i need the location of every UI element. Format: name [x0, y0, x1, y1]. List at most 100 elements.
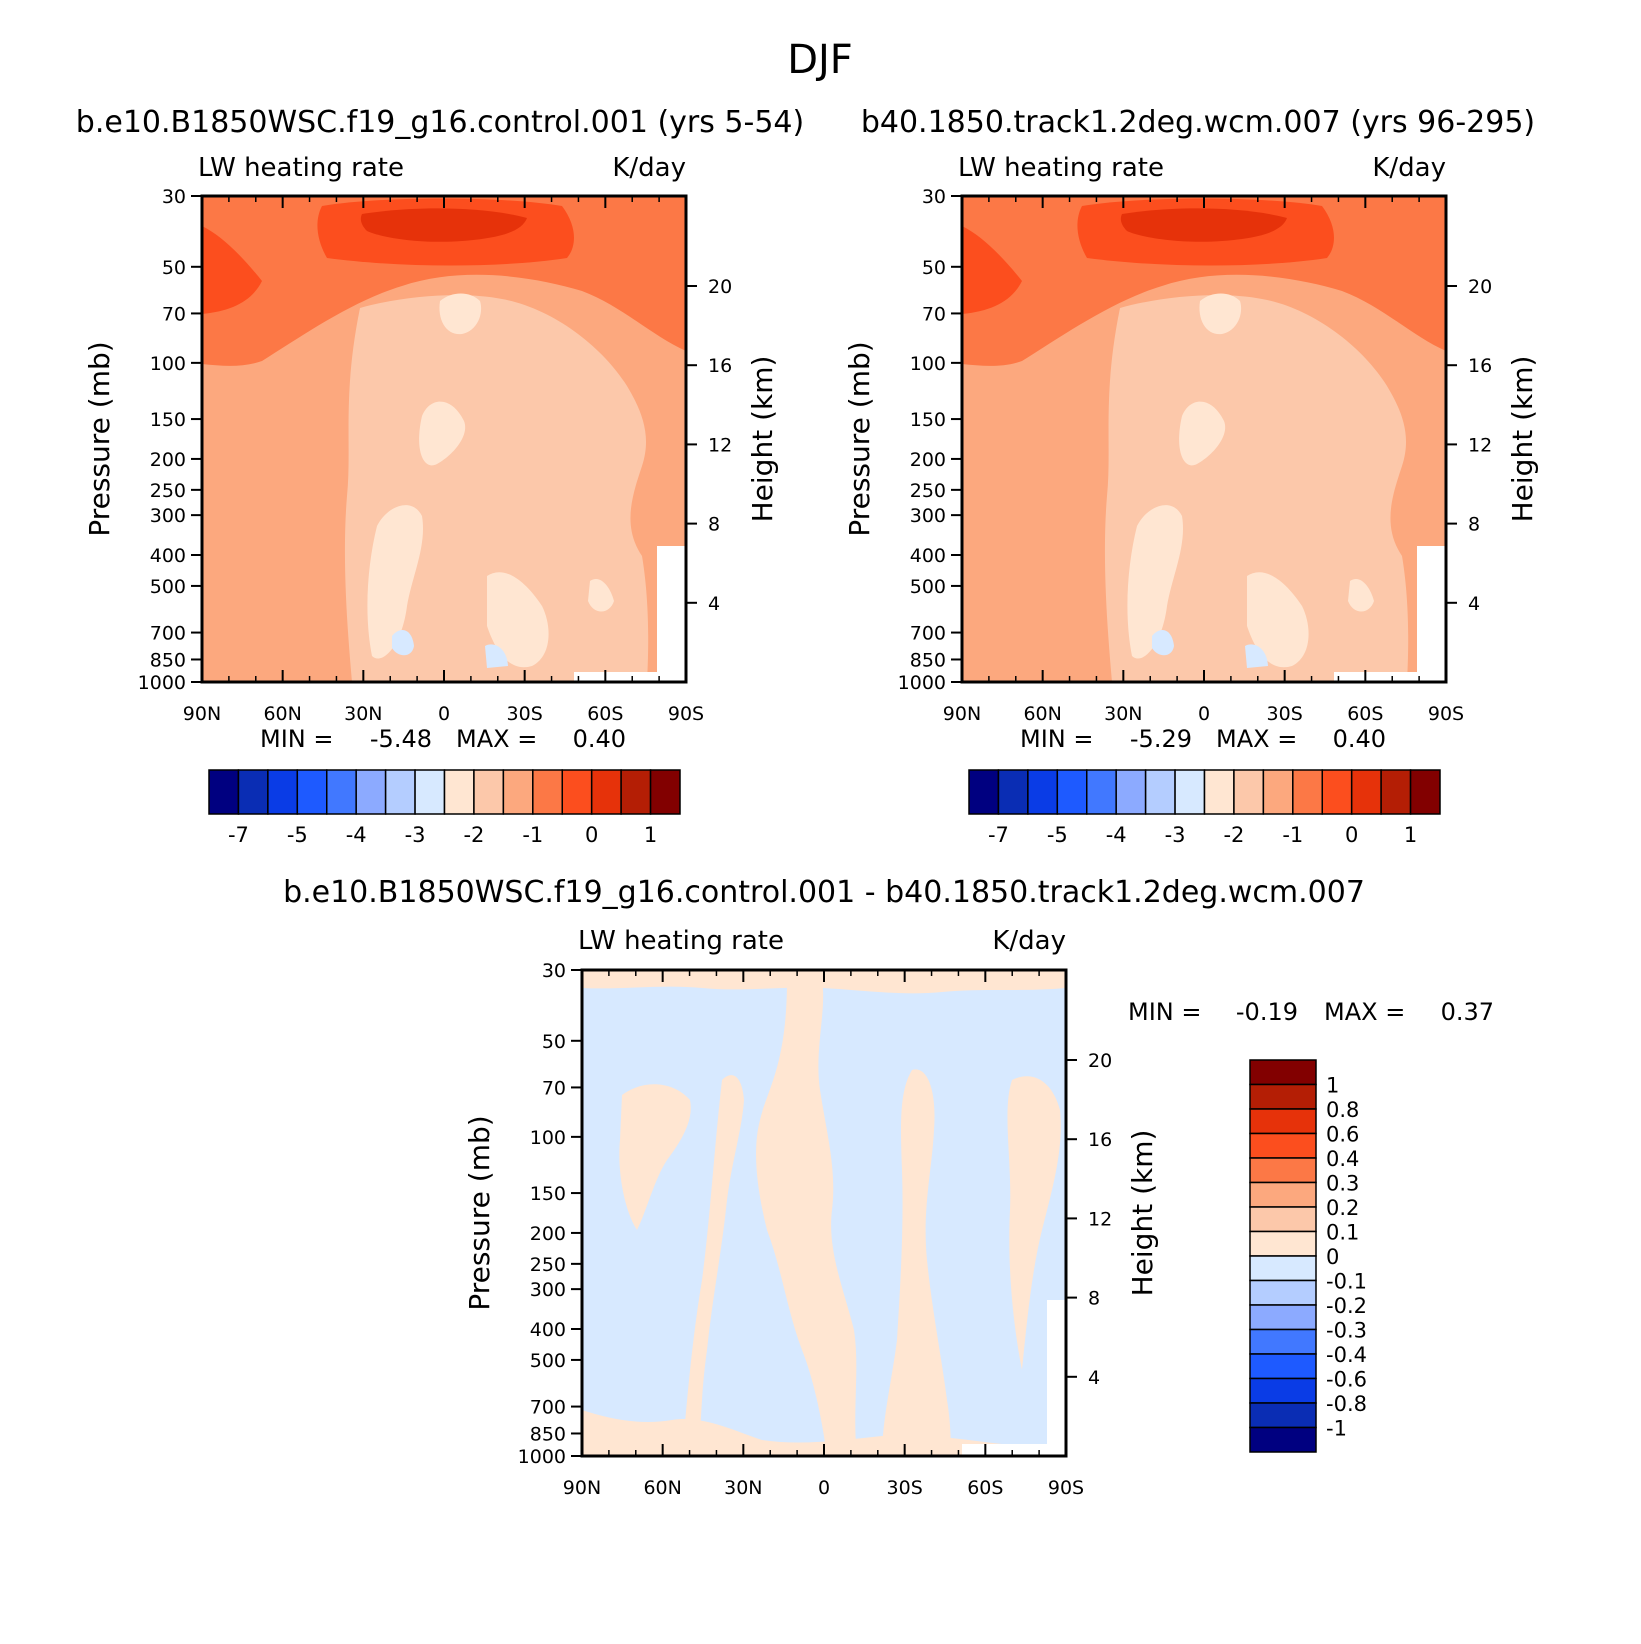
panel2-ytick-label-8: 400: [910, 545, 946, 567]
panel2-xtick-label-1: 60N: [1023, 703, 1061, 725]
panel2-min-label: MIN =: [1020, 725, 1093, 753]
panel1-axes: 90N 60N 30N 0 30S 60S 90S 30 50 70 100 150 200 250 300…: [138, 186, 733, 725]
panel1-units-label: K/day: [612, 153, 686, 183]
panel1-colorbar-label-6: 0: [585, 823, 598, 847]
panel1-ytick-label-11: 850: [150, 649, 186, 671]
panel-control: b.e10.B1850WSC.f19_g16.control.001 (yrs …: [76, 105, 804, 847]
panel3-xtick-label-6: 90S: [1048, 1477, 1084, 1499]
panel1-colorbar-label-0: -7: [228, 823, 249, 847]
panel2-plot-area: [962, 196, 1446, 682]
panel3-colorbar-box-14: [1249, 1402, 1317, 1429]
panel2-xtick-label-4: 30S: [1267, 703, 1303, 725]
panel2-xtick-label-2: 30N: [1104, 703, 1142, 725]
panel3-fill-west-blob: [619, 1084, 691, 1230]
panel1-colorbar-box-10: [502, 769, 534, 815]
panel2-colorbar-box-6: [1144, 769, 1176, 815]
panel2-colorbar-box-13: [1350, 769, 1382, 815]
panel1-xtick-label-1: 60N: [263, 703, 301, 725]
panel3-colorbar-box-11: [1249, 1328, 1317, 1355]
panel3-colorbar-label-5: 0.2: [1326, 1196, 1359, 1220]
panel1-y2tick-label-4: 4: [708, 593, 720, 615]
panel2-colorbar-box-0: [968, 769, 1000, 815]
panel3-colorbar-box-9: [1249, 1279, 1317, 1306]
panel2-fill-missing-data: [1334, 546, 1446, 682]
panel3-colorbar-box-7: [1249, 1230, 1317, 1257]
panel3-colorbar-label-2: 0.6: [1326, 1123, 1359, 1147]
panel3-plot-area: [582, 970, 1066, 1456]
panel2-fill-light-far: [1348, 578, 1374, 612]
panel1-fill-blue-patch-1: [392, 630, 414, 656]
panel2-colorbar-box-2: [1027, 769, 1059, 815]
panel2-max-value: 0.40: [1333, 725, 1386, 753]
panel2-colorbar-box-5: [1115, 769, 1147, 815]
panel2-ytick-label-6: 250: [910, 480, 946, 502]
panel3-max-value: 0.37: [1441, 998, 1494, 1026]
panel1-fill-light-upper: [439, 293, 482, 335]
panel2-fill-light-lower: [1127, 505, 1184, 659]
panel3-xtick-label-0: 90N: [563, 1477, 601, 1499]
panel2-min-value: -5.29: [1130, 725, 1192, 753]
panel3-ytick-label-8: 400: [530, 1319, 566, 1341]
panel3-axes: 90N 60N 30N 0 30S 60S 90S 30 50 70 100 150 200 250 300…: [518, 960, 1113, 1499]
panel2-colorbar-box-7: [1174, 769, 1206, 815]
panel3-colorbar-label-9: -0.2: [1326, 1294, 1367, 1318]
panel3-colorbar-label-8: -0.1: [1326, 1270, 1367, 1294]
panel2-colorbar-label-6: 0: [1345, 823, 1358, 847]
panel1-ytick-label-12: 1000: [138, 672, 186, 694]
panel3-ytick-label-3: 100: [530, 1127, 566, 1149]
panel2-colorbar-box-15: [1409, 769, 1441, 815]
panel1-ylabel: Pressure (mb): [83, 341, 116, 536]
panel3-y2label: Height (km): [1126, 1130, 1159, 1297]
panel3-colorbar-label-13: -0.8: [1326, 1392, 1367, 1416]
panel1-colorbar-label-7: 1: [644, 823, 657, 847]
panel2-colorbar-label-0: -7: [988, 823, 1009, 847]
panel1-colorbar-label-3: -3: [405, 823, 426, 847]
panel3-colorbar: 10.80.60.40.30.20.10-0.1-0.2-0.3-0.4-0.6…: [1249, 1059, 1367, 1453]
panel1-y2tick-label-3: 8: [708, 514, 720, 536]
panel1-y2tick-label-1: 16: [708, 355, 732, 377]
panel1-colorbar-box-14: [620, 769, 652, 815]
panel2-title: b40.1850.track1.2deg.wcm.007 (yrs 96-295…: [861, 105, 1535, 140]
panel1-ytick-label-10: 700: [150, 623, 186, 645]
panel2-colorbar: -7 -5 -4 -3 -2 -1 0 1: [968, 769, 1441, 847]
panel3-colorbar-label-11: -0.4: [1326, 1343, 1367, 1367]
panel3-ylabel: Pressure (mb): [463, 1115, 496, 1310]
panel2-xtick-label-3: 0: [1198, 703, 1210, 725]
panel1-ytick-label-5: 200: [150, 449, 186, 471]
panel2-y2tick-label-4: 4: [1468, 593, 1480, 615]
panel1-colorbar-box-1: [237, 769, 269, 815]
panel2-y2tick-label-0: 20: [1468, 276, 1492, 298]
panel2-axes: 90N 60N 30N 0 30S 60S 90S 30 50 70 100 150 200 250 300…: [898, 186, 1493, 725]
panel2-ylabel: Pressure (mb): [843, 341, 876, 536]
panel3-ytick-label-0: 30: [542, 960, 566, 982]
panel2-y2label: Height (km): [1506, 356, 1539, 523]
panel1-xtick-label-0: 90N: [183, 703, 221, 725]
panel2-fill-blue-patch-1: [1152, 630, 1174, 656]
panel2-colorbar-label-5: -1: [1282, 823, 1303, 847]
panel1-colorbar-box-5: [355, 769, 387, 815]
panel3-stats: MIN = -0.19 MAX = 0.37: [1128, 998, 1494, 1026]
panel1-colorbar: -7 -5 -4 -3 -2 -1 0 1: [208, 769, 681, 847]
panel2-ytick-label-9: 500: [910, 576, 946, 598]
panel3-ytick-label-10: 700: [530, 1397, 566, 1419]
panel1-fill-light-right: [487, 572, 549, 668]
panel2-stats: MIN = -5.29 MAX = 0.40: [1020, 725, 1386, 753]
panel1-colorbar-box-7: [414, 769, 446, 815]
panel3-title: b.e10.B1850WSC.f19_g16.control.001 - b40…: [283, 875, 1365, 910]
panel3-colorbar-box-0: [1249, 1059, 1317, 1086]
panel1-colorbar-box-9: [473, 769, 505, 815]
panel1-ytick-label-8: 400: [150, 545, 186, 567]
panel3-min-label: MIN =: [1128, 998, 1201, 1026]
panel1-colorbar-box-11: [532, 769, 563, 815]
panel2-colorbar-box-1: [997, 769, 1029, 815]
panel1-ytick-label-6: 250: [150, 480, 186, 502]
panel1-colorbar-box-12: [561, 769, 593, 815]
panel3-colorbar-label-7: 0: [1326, 1245, 1339, 1269]
panel2-variable-label: LW heating rate: [958, 153, 1164, 183]
panel2-fill-subtropical: [1104, 295, 1409, 682]
panel3-colorbar-label-14: -1: [1326, 1417, 1347, 1441]
panel3-xtick-label-3: 0: [818, 1477, 830, 1499]
panel1-plot-area: [202, 196, 686, 682]
panel2-ytick-label-4: 150: [910, 409, 946, 431]
